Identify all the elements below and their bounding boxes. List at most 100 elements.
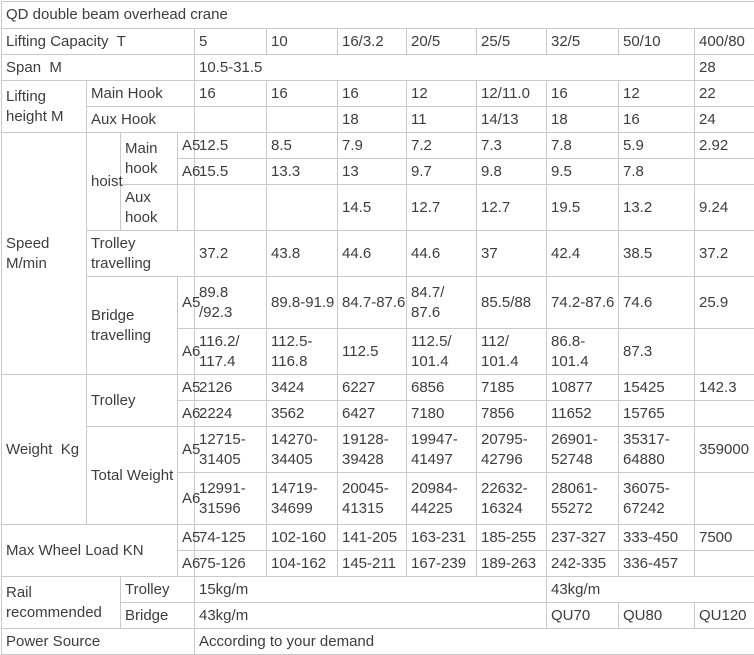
- weight-value: 6227: [338, 375, 407, 401]
- weight-value: 14719- 34699: [267, 473, 338, 525]
- trolley-travelling-label: Trolley travelling: [87, 231, 195, 277]
- speed-value: 12.7: [477, 185, 547, 231]
- speed-value: 116.2/ 117.4: [195, 329, 267, 375]
- speed-value: 38.5: [619, 231, 695, 277]
- weight-value: 10877: [547, 375, 619, 401]
- span-row: Span M 10.5-31.5 28: [2, 55, 754, 81]
- empty-cell: [267, 185, 338, 231]
- wheel-load-value: 242-335: [547, 551, 619, 577]
- wheel-load-value: 7500: [695, 525, 754, 551]
- rail-qu-value: QU70: [547, 603, 619, 629]
- capacity-value: 10: [267, 29, 338, 55]
- speed-value: 74.6: [619, 277, 695, 329]
- capacity-value: 5: [195, 29, 267, 55]
- power-source-label: Power Source: [2, 629, 195, 655]
- hoist-main-label: Main hook: [121, 133, 178, 185]
- wheel-load-value: 167-239: [407, 551, 477, 577]
- weight-value: 26901- 52748: [547, 427, 619, 473]
- weight-value: 6427: [338, 401, 407, 427]
- capacity-value: 50/10: [619, 29, 695, 55]
- speed-label: Speed M/min: [2, 133, 87, 375]
- grade-a5: A5: [178, 427, 195, 473]
- main-hook-label: Main Hook: [87, 81, 195, 107]
- weight-value: 12715- 31405: [195, 427, 267, 473]
- weight-value: 359000: [695, 427, 754, 473]
- empty-cell: [195, 107, 267, 133]
- aux-hook-value: 11: [407, 107, 477, 133]
- weight-value: 12991- 31596: [195, 473, 267, 525]
- speed-value: 85.5/88: [477, 277, 547, 329]
- aux-hook-value: 18: [547, 107, 619, 133]
- speed-value: 8.5: [267, 133, 338, 159]
- speed-bridge-a5-row: Bridge travelling A5 89.8 /92.3 89.8-91.…: [2, 277, 754, 329]
- speed-value: 14.5: [338, 185, 407, 231]
- weight-value: 3424: [267, 375, 338, 401]
- speed-value: 89.8-91.9: [267, 277, 338, 329]
- wheel-load-value: 75-126: [195, 551, 267, 577]
- weight-value: 7185: [477, 375, 547, 401]
- span-label: Span M: [2, 55, 195, 81]
- speed-value: 7.3: [477, 133, 547, 159]
- weight-value: 19947- 41497: [407, 427, 477, 473]
- weight-trolley-a5-row: Weight Kg Trolley A5 2126 3424 6227 6856…: [2, 375, 754, 401]
- speed-value: 42.4: [547, 231, 619, 277]
- span-range: 10.5-31.5: [195, 55, 695, 81]
- speed-value: 12.7: [407, 185, 477, 231]
- speed-value: 44.6: [338, 231, 407, 277]
- empty-cell: [695, 159, 754, 185]
- grade-a5: A5: [178, 277, 195, 329]
- grade-a6: A6: [178, 329, 195, 375]
- weight-value: 20984- 44225: [407, 473, 477, 525]
- aux-hook-value: 16: [619, 107, 695, 133]
- aux-hook-value: 18: [338, 107, 407, 133]
- hoist-label: hoist: [87, 133, 121, 231]
- weight-value: 15765: [619, 401, 695, 427]
- wheel-load-value: 336-457: [619, 551, 695, 577]
- grade-a6: A6: [178, 473, 195, 525]
- speed-value: 37.2: [195, 231, 267, 277]
- weight-value: 6856: [407, 375, 477, 401]
- wheel-load-value: 333-450: [619, 525, 695, 551]
- grade-a5: A5: [178, 375, 195, 401]
- lifting-height-aux-row: Aux Hook 18 11 14/13 18 16 24: [2, 107, 754, 133]
- speed-trolley-travelling-row: Trolley travelling 37.2 43.8 44.6 44.6 3…: [2, 231, 754, 277]
- weight-value: 7180: [407, 401, 477, 427]
- main-hook-value: 16: [195, 81, 267, 107]
- title-row: QD double beam overhead crane: [2, 2, 754, 29]
- weight-label: Weight Kg: [2, 375, 87, 525]
- rail-qu-value: QU120: [695, 603, 754, 629]
- rail-bridge-left-value: 43kg/m: [195, 603, 547, 629]
- weight-value: 20795- 42796: [477, 427, 547, 473]
- weight-value: 2126: [195, 375, 267, 401]
- bridge-travelling-label: Bridge travelling: [87, 277, 178, 375]
- aux-hook-value: 24: [695, 107, 754, 133]
- weight-value: 11652: [547, 401, 619, 427]
- speed-value: 44.6: [407, 231, 477, 277]
- weight-trolley-label: Trolley: [87, 375, 178, 427]
- speed-hoist-main-a5-row: Speed M/min hoist Main hook A5 12.5 8.5 …: [2, 133, 754, 159]
- main-hook-value: 12: [407, 81, 477, 107]
- weight-value: 14270- 34405: [267, 427, 338, 473]
- speed-value: 86.8- 101.4: [547, 329, 619, 375]
- power-source-row: Power Source According to your demand: [2, 629, 754, 655]
- grade-a5: A5: [178, 133, 195, 159]
- speed-value: 2.92: [695, 133, 754, 159]
- weight-value: 142.3: [695, 375, 754, 401]
- weight-total-a5-row: Total Weight A5 12715- 31405 14270- 3440…: [2, 427, 754, 473]
- lifting-height-main-row: Lifting height M Main Hook 16 16 16 12 1…: [2, 81, 754, 107]
- speed-value: 84.7/ 87.6: [407, 277, 477, 329]
- wheel-load-value: 163-231: [407, 525, 477, 551]
- rail-bridge-label: Bridge: [121, 603, 195, 629]
- wheel-load-value: 189-263: [477, 551, 547, 577]
- lifting-height-label: Lifting height M: [2, 81, 87, 133]
- rail-qu-value: QU80: [619, 603, 695, 629]
- speed-value: 112.5/ 101.4: [407, 329, 477, 375]
- weight-value: 35317- 64880: [619, 427, 695, 473]
- rail-trolley-row: Rail recommended Trolley 15kg/m 43kg/m: [2, 577, 754, 603]
- rail-trolley-label: Trolley: [121, 577, 195, 603]
- speed-value: 9.5: [547, 159, 619, 185]
- main-hook-value: 22: [695, 81, 754, 107]
- speed-value: 13: [338, 159, 407, 185]
- main-hook-value: 16: [267, 81, 338, 107]
